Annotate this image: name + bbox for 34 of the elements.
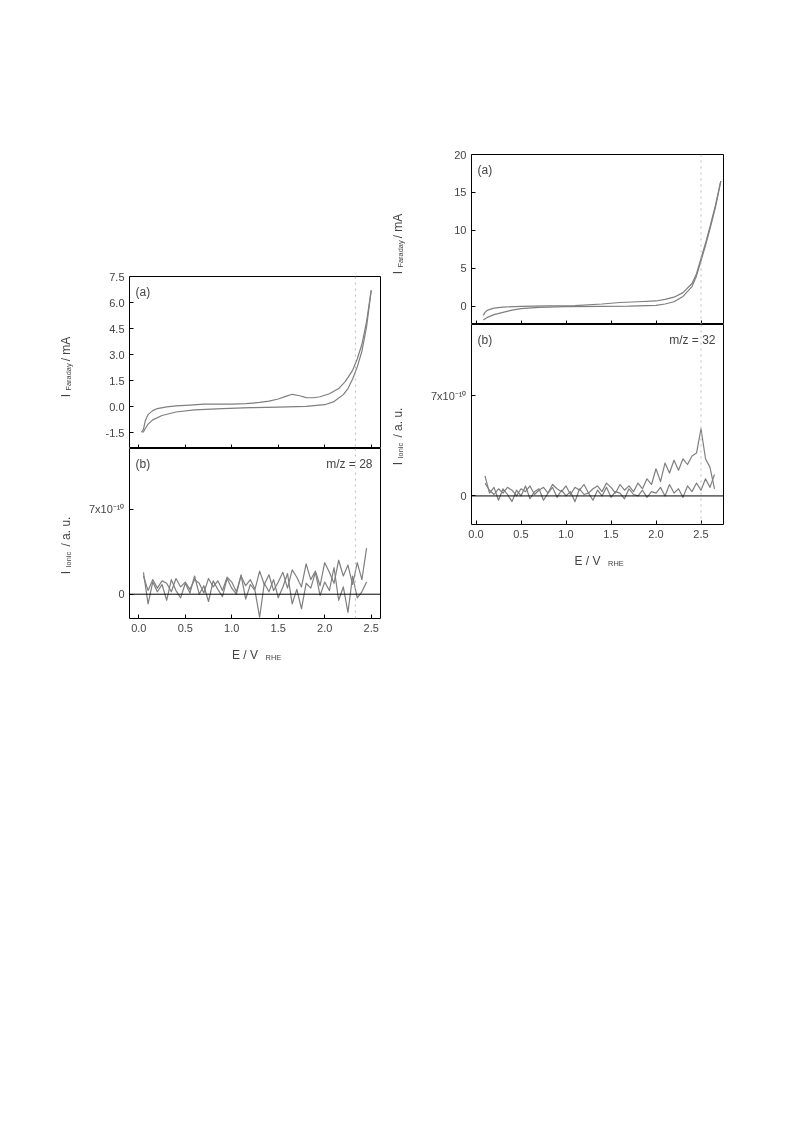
y-tick-label: 0 [118,588,125,601]
x-tick-label: 0.0 [131,621,147,634]
x-tick-label: 1.0 [558,527,574,540]
annotation: (a) [477,162,493,177]
x-tick-label: 2.5 [693,527,709,540]
y-tick-label: 5 [460,262,467,275]
y-tick-label: 7x10⁻¹⁰ [430,389,467,402]
y-tick-label: 0 [460,489,467,502]
y-tick-label: 1.5 [109,374,125,387]
annotation: m/z = 28 [326,456,373,471]
y-tick-label: 0.0 [109,400,125,413]
y-tick-label: 3.0 [109,348,125,361]
annotation: (b) [477,332,493,347]
y-tick-label: 7x10⁻¹⁰ [88,503,125,516]
x-tick-label: 0.5 [177,621,193,634]
x-tick-label: 0.0 [468,527,484,540]
x-tick-label: 1.5 [603,527,619,540]
y-tick-label: 7.5 [109,270,125,283]
x-tick-label: 1.5 [270,621,286,634]
x-tick-label: 2.5 [363,621,379,634]
y-tick-label: 15 [454,186,467,199]
annotation: (b) [135,456,151,471]
y-tick-label: 4.5 [109,322,125,335]
x-tick-label: 1.0 [224,621,240,634]
y-tick-label: -1.5 [105,426,125,439]
annotation: (a) [135,284,151,299]
y-tick-label: 10 [454,224,467,237]
x-tick-label: 2.0 [648,527,664,540]
annotation: m/z = 32 [669,332,716,347]
y-tick-label: 0 [460,300,467,313]
y-tick-label: 6.0 [109,296,125,309]
x-tick-label: 0.5 [513,527,529,540]
y-tick-label: 20 [454,148,467,161]
x-tick-label: 2.0 [317,621,333,634]
